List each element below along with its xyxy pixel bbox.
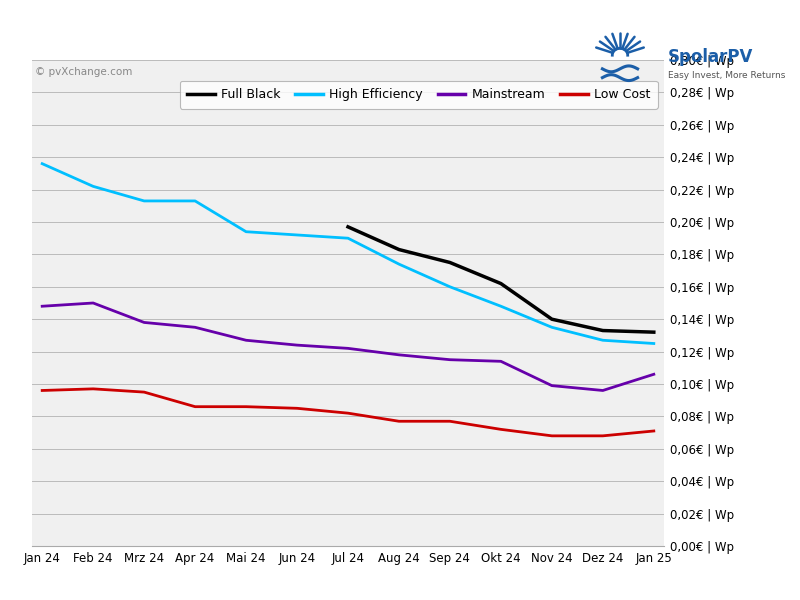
- Text: Easy Invest, More Returns: Easy Invest, More Returns: [668, 70, 786, 79]
- Text: SpolarPV: SpolarPV: [668, 48, 754, 66]
- Legend: Full Black, High Efficiency, Mainstream, Low Cost: Full Black, High Efficiency, Mainstream,…: [179, 81, 658, 109]
- Text: © pvXchange.com: © pvXchange.com: [35, 67, 133, 77]
